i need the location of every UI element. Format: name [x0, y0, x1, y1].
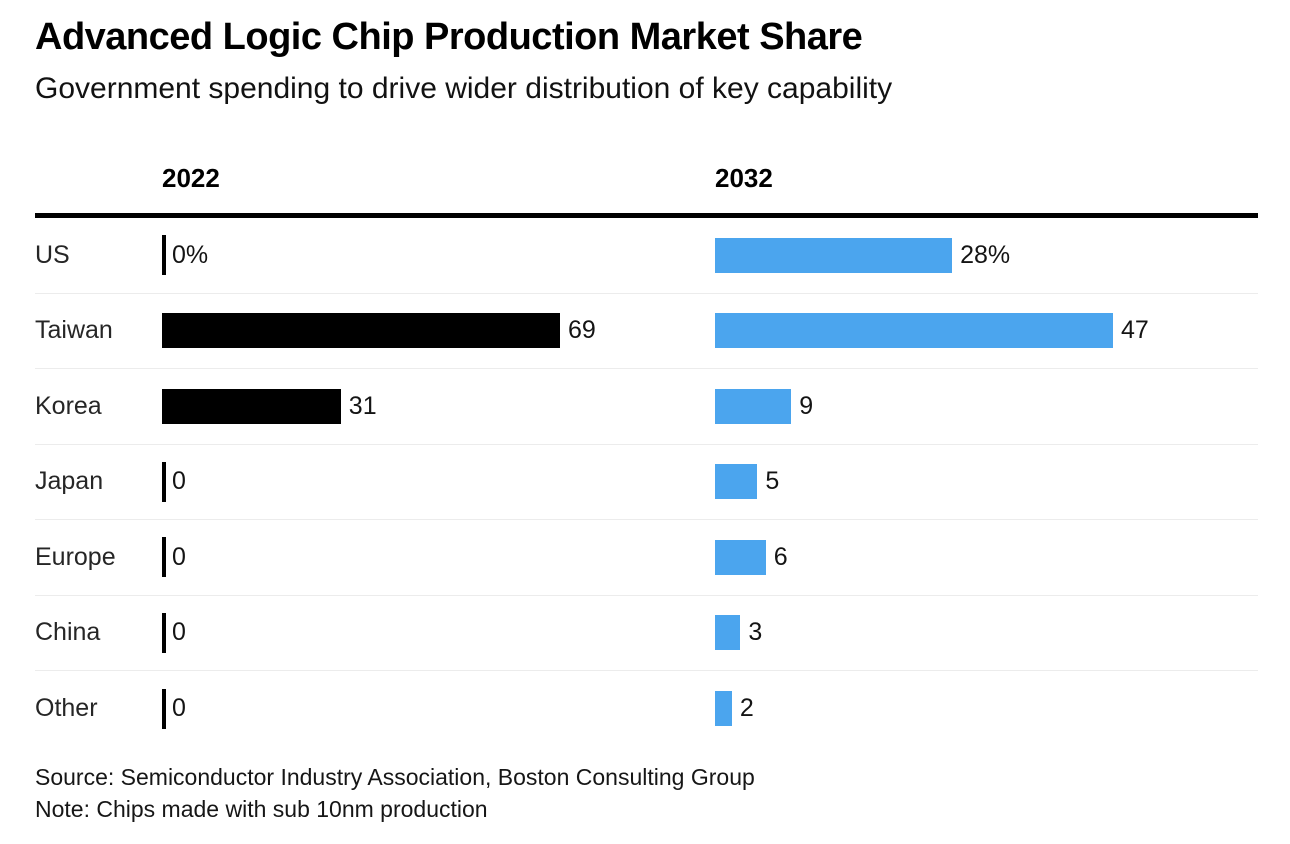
category-label: Korea	[35, 391, 102, 420]
column-header-2022: 2022	[162, 162, 220, 193]
category-label: US	[35, 240, 70, 269]
value-label: 31	[348, 391, 377, 420]
bar-panel-2032: 3	[715, 596, 1258, 671]
table-row: Taiwan 69 47	[35, 294, 1258, 369]
category-label: China	[35, 618, 101, 647]
bar-panel-2032: 9	[715, 369, 1258, 444]
footnote: Note: Chips made with sub 10nm productio…	[35, 795, 488, 822]
bar-2032	[715, 539, 766, 575]
value-label: 69	[568, 316, 596, 345]
bar-panel-2022: 0	[162, 445, 715, 520]
bar-panel-2022: 0	[162, 596, 715, 671]
table-row: Other 0 2	[35, 671, 1258, 747]
value-label: 0	[172, 618, 186, 647]
bar-panel-2032: 28%	[715, 218, 1258, 293]
table-row: Japan 0 5	[35, 445, 1258, 520]
bar-2032	[715, 313, 1113, 349]
bar-2022	[162, 388, 341, 424]
bar-2032	[715, 388, 792, 424]
bar-panel-2032: 47	[715, 294, 1258, 369]
zero-tick	[162, 461, 166, 502]
bar-2032	[715, 615, 741, 651]
category-label: Japan	[35, 467, 104, 496]
table-row: China 0 3	[35, 596, 1258, 671]
chart-footer: Source: Semiconductor Industry Associati…	[35, 761, 1255, 825]
value-label: 28%	[960, 240, 1011, 269]
source-note: Source: Semiconductor Industry Associati…	[35, 763, 755, 790]
bar-panel-2022: 0	[162, 520, 715, 595]
zero-tick	[162, 612, 166, 653]
value-label: 2	[739, 694, 754, 723]
bar-panel-2032: 2	[715, 671, 1258, 747]
value-label: 0	[172, 694, 186, 723]
zero-tick	[162, 688, 166, 729]
value-label: 6	[773, 542, 788, 571]
bar-panel-2022: 69	[162, 294, 715, 369]
table-row: US 0% 28%	[35, 218, 1258, 294]
value-label: 0%	[172, 240, 209, 269]
value-label: 3	[748, 618, 763, 647]
bar-2022	[162, 313, 560, 349]
value-label: 47	[1121, 316, 1149, 345]
bar-panel-2032: 5	[715, 445, 1258, 520]
chart-table: US 0% 28% Taiwan 69 47 Korea 31 9 Japan 0 5 Europe 0 6…	[35, 213, 1258, 747]
bar-panel-2022: 0	[162, 671, 715, 747]
chart-subtitle: Government spending to drive wider distr…	[35, 72, 893, 105]
column-header-2032: 2032	[715, 162, 773, 193]
category-label: Other	[35, 694, 98, 723]
bar-panel-2022: 31	[162, 369, 715, 444]
table-row: Korea 31 9	[35, 369, 1258, 445]
bar-panel-2032: 6	[715, 520, 1258, 595]
chart-title: Advanced Logic Chip Production Market Sh…	[35, 16, 863, 58]
bar-2032	[715, 464, 758, 500]
value-label: 0	[172, 542, 186, 571]
value-label: 5	[765, 467, 780, 496]
bar-2032	[715, 237, 953, 273]
bar-2032	[715, 691, 732, 727]
zero-tick	[162, 235, 166, 276]
category-label: Europe	[35, 542, 116, 571]
table-row: Europe 0 6	[35, 520, 1258, 596]
zero-tick	[162, 537, 166, 578]
value-label: 9	[799, 391, 814, 420]
value-label: 0	[172, 467, 186, 496]
column-headers: 2022 2032	[35, 162, 1258, 194]
bar-panel-2022: 0%	[162, 218, 715, 293]
category-label: Taiwan	[35, 316, 113, 345]
